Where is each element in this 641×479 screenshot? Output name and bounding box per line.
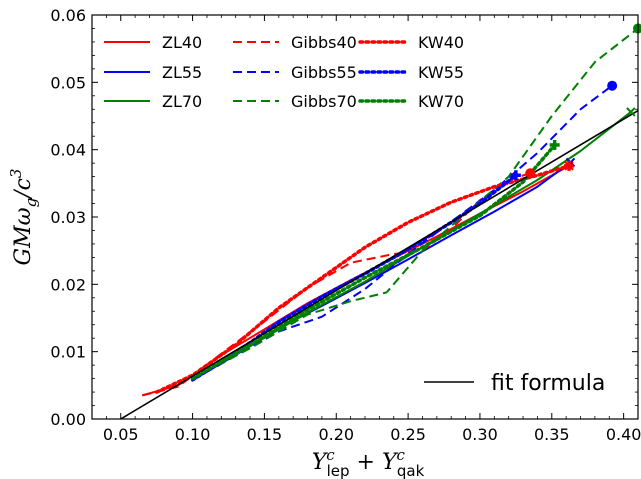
legend-label: ZL40 <box>162 33 202 52</box>
marker-layer <box>510 23 641 181</box>
x-tick-label: 0.30 <box>462 425 498 444</box>
legend-item-gibbs55: Gibbs55 <box>233 63 357 82</box>
y-tick-label: 0.01 <box>50 343 86 362</box>
series-zl70-end-marker <box>626 107 636 117</box>
legend-label: ZL55 <box>162 63 202 82</box>
series-line-kw70 <box>190 143 557 381</box>
series-line-gibbs70 <box>192 27 638 380</box>
legend-label: KW55 <box>418 63 464 82</box>
legend: ZL40 ZL55 ZL70 Gibbs40 Gibbs55 Gibbs70 KW40 KW5… <box>104 33 464 111</box>
series-kw70-end-marker <box>549 139 560 150</box>
legend-label: Gibbs40 <box>291 33 357 52</box>
legend-item-zl40: ZL40 <box>104 33 202 52</box>
series-gibbs70-end-marker <box>633 23 641 34</box>
legend-item-zl55: ZL55 <box>104 63 202 82</box>
x-tick-label: 0.40 <box>606 425 641 444</box>
legend-item-zl70: ZL70 <box>104 92 202 111</box>
series-kw55-end-marker <box>510 170 521 181</box>
y-axis-title: GMωg/c3 <box>7 169 40 266</box>
y-tick-label: 0.03 <box>50 208 86 227</box>
x-tick-label: 0.35 <box>534 425 570 444</box>
y-tick-label: 0.02 <box>50 275 86 294</box>
legend-label: KW40 <box>418 33 464 52</box>
fit-legend: fit formula <box>424 371 605 396</box>
series-line-gibbs40 <box>142 172 531 397</box>
x-tick-label: 0.05 <box>103 425 139 444</box>
series-gibbs55-end-marker <box>607 80 618 91</box>
x-tick-label: 0.25 <box>390 425 426 444</box>
series-kw40-end-marker <box>564 160 575 171</box>
x-tick-label: 0.10 <box>175 425 211 444</box>
y-tick-label: 0.06 <box>50 6 86 25</box>
y-axis-label: GMωg/c3 <box>7 169 40 266</box>
plot-frame <box>91 14 639 420</box>
series-layer <box>120 27 638 419</box>
legend-item-kw40: KW40 <box>358 33 464 52</box>
series-line-zl40 <box>142 164 570 397</box>
x-axis-title: Yc lep + Yc qak <box>312 446 425 479</box>
x-axis-label: Yc lep + Yc qak <box>312 446 425 479</box>
legend-label: Gibbs55 <box>291 63 357 82</box>
y-tick-label: 0.04 <box>50 141 86 160</box>
y-tick-label: 0.00 <box>50 410 86 429</box>
y-tick-label: 0.05 <box>50 73 86 92</box>
series-line-gibbs55 <box>192 84 613 381</box>
legend-item-kw55: KW55 <box>358 63 464 82</box>
series-gibbs40-end-marker <box>525 168 536 179</box>
legend-item-kw70: KW70 <box>358 92 464 111</box>
legend-item-gibbs40: Gibbs40 <box>233 33 357 52</box>
x-tick-label: 0.20 <box>318 425 354 444</box>
legend-label-fit-formula: fit formula <box>491 371 605 396</box>
x-tick-label: 0.15 <box>247 425 283 444</box>
legend-item-gibbs70: Gibbs70 <box>233 92 357 111</box>
legend-label: ZL70 <box>162 92 202 111</box>
series-line-fit-formula <box>120 109 638 419</box>
axis-ticks: 0.05 0.10 0.15 0.20 0.25 0.30 0.35 0.40 0.00 0.01… <box>50 6 641 444</box>
legend-label: KW70 <box>418 92 464 111</box>
legend-label: Gibbs70 <box>291 92 357 111</box>
